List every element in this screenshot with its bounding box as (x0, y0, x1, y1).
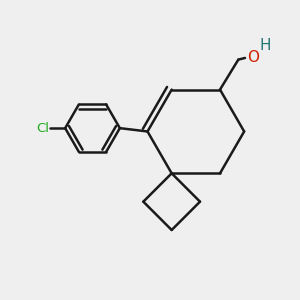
Text: O: O (247, 50, 259, 65)
Text: Cl: Cl (36, 122, 49, 135)
Text: H: H (259, 38, 271, 53)
